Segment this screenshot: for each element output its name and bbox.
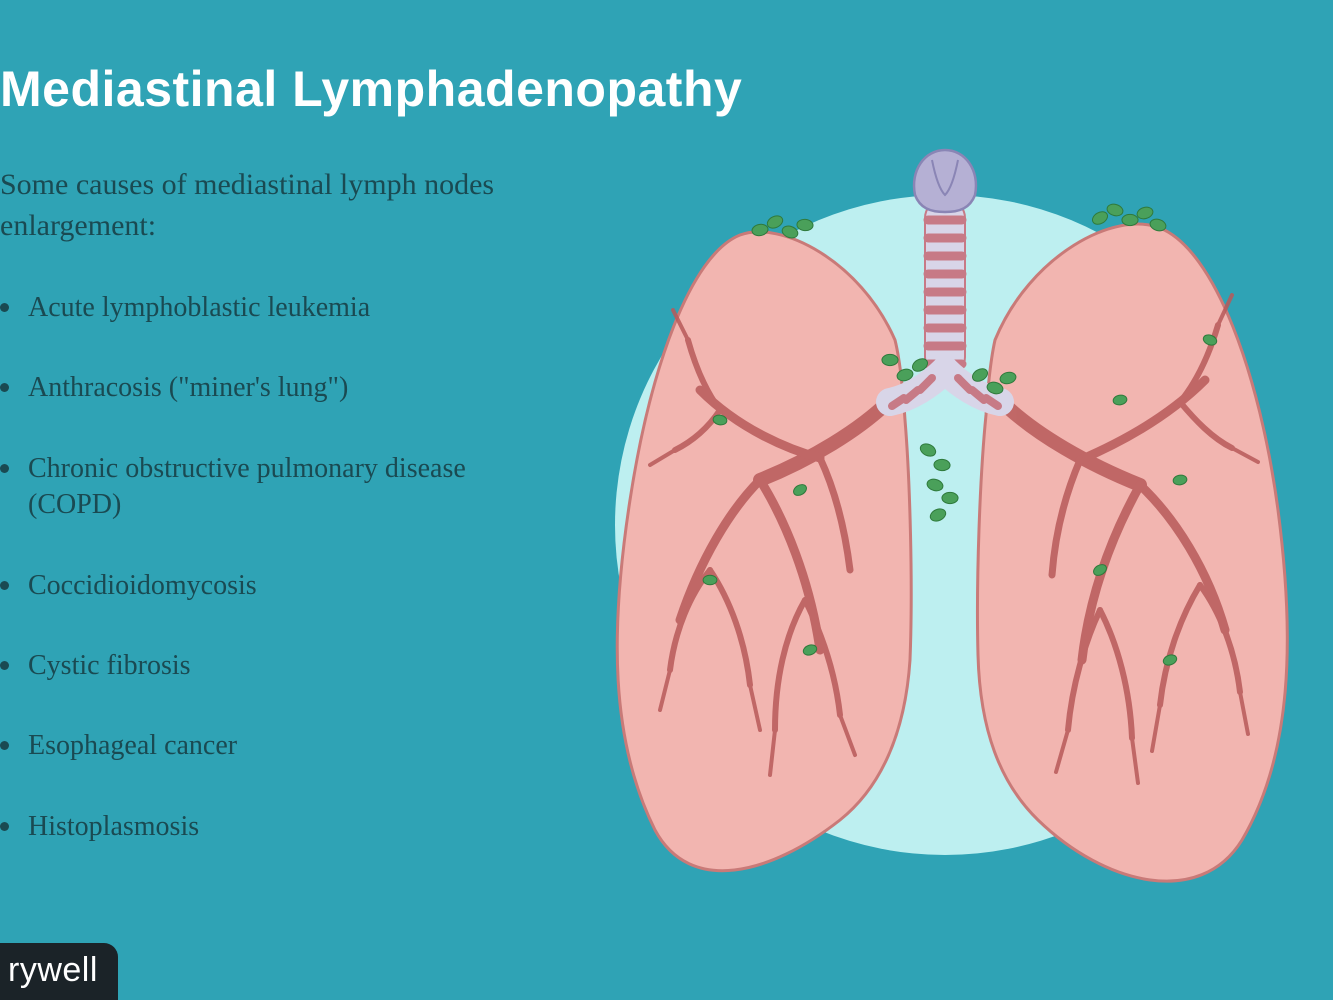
list-item: Histoplasmosis — [0, 809, 540, 845]
causes-list: Acute lymphoblastic leukemia Anthracosis… — [0, 290, 540, 889]
list-item: Anthracosis ("miner's lung") — [0, 370, 540, 406]
list-item: Chronic obstructive pulmonary disease (C… — [0, 451, 540, 524]
subtitle: Some causes of mediastinal lymph nodes e… — [0, 165, 560, 246]
brand-badge: rywell — [0, 943, 118, 1000]
right-lung — [977, 224, 1287, 881]
list-item: Cystic fibrosis — [0, 648, 540, 684]
list-item: Acute lymphoblastic leukemia — [0, 290, 540, 326]
page-title: Mediastinal Lymphadenopathy — [0, 60, 742, 118]
list-item: Coccidioidomycosis — [0, 568, 540, 604]
list-item: Esophageal cancer — [0, 728, 540, 764]
lungs-illustration — [560, 140, 1330, 910]
left-lung — [617, 232, 911, 871]
